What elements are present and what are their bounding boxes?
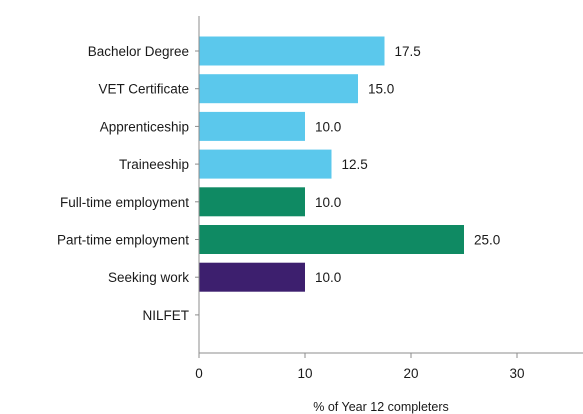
data-label: 10.0 [315, 270, 341, 285]
category-label: VET Certificate [98, 82, 189, 97]
category-label: Apprenticeship [100, 119, 189, 134]
axes-layer [198, 16, 583, 354]
category-label: NILFET [142, 308, 189, 323]
bar [199, 225, 464, 254]
bar [199, 149, 332, 179]
bar [199, 74, 358, 104]
data-label: 25.0 [474, 233, 500, 248]
x-axis-title: % of Year 12 completers [313, 400, 449, 414]
category-label: Part-time employment [57, 233, 189, 248]
bar [199, 111, 305, 141]
category-label: Full-time employment [60, 195, 189, 210]
x-tick-label: 10 [297, 366, 312, 381]
data-label: 15.0 [368, 82, 394, 97]
category-label: Bachelor Degree [88, 44, 189, 59]
bar [199, 36, 385, 66]
data-label: 17.5 [395, 44, 421, 59]
x-tick-label: 30 [509, 366, 524, 381]
category-label: Traineeship [119, 157, 189, 172]
category-label: Seeking work [108, 270, 189, 285]
data-label: 10.0 [315, 195, 341, 210]
bars-layer [199, 36, 464, 292]
bar [199, 187, 305, 217]
bar [199, 262, 305, 292]
data-label: 12.5 [342, 157, 368, 172]
x-tick-label: 0 [195, 366, 203, 381]
labels-layer: Bachelor Degree 17.5 VET Certificate 15.0 Ap… [57, 44, 525, 381]
x-tick-label: 20 [403, 366, 418, 381]
data-label: 10.0 [315, 119, 341, 134]
